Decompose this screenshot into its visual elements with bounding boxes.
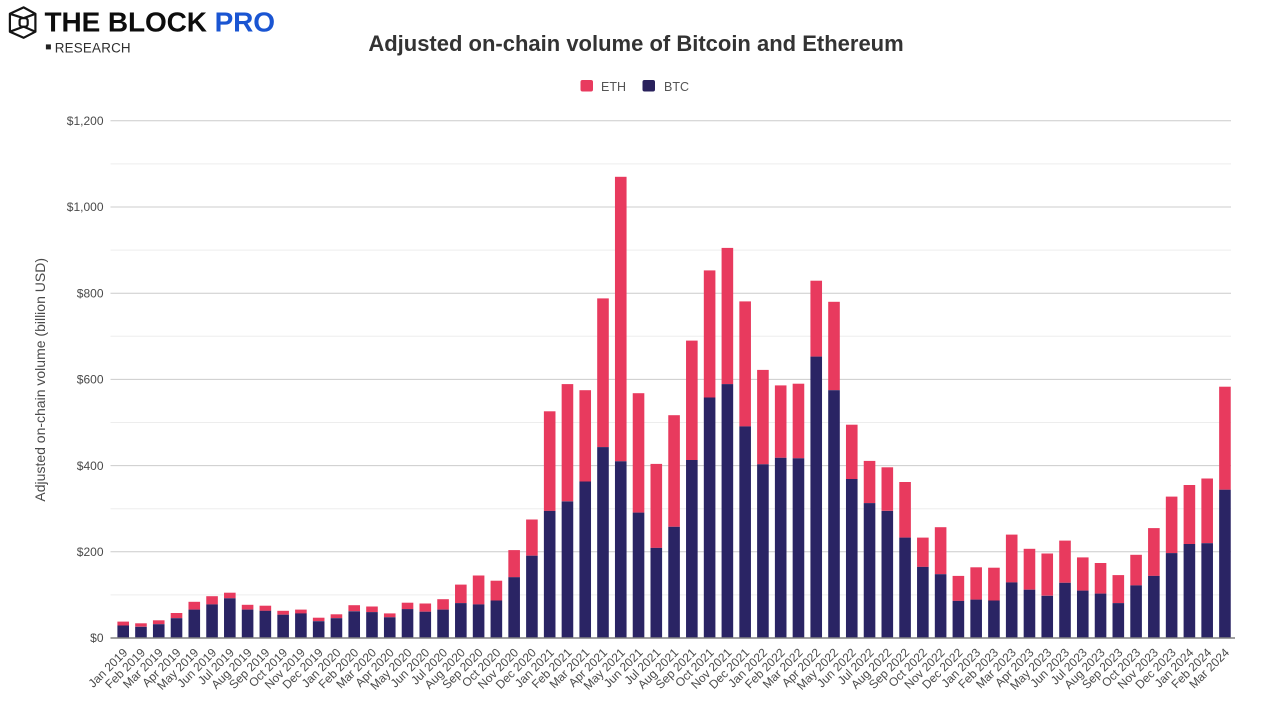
svg-text:$1,000: $1,000	[67, 200, 104, 214]
svg-text:$400: $400	[77, 459, 104, 473]
svg-text:Adjusted on-chain volume (bill: Adjusted on-chain volume (billion USD)	[32, 258, 48, 502]
svg-text:$200: $200	[77, 545, 104, 559]
svg-text:$0: $0	[90, 631, 104, 645]
svg-text:ETH: ETH	[601, 80, 626, 94]
svg-text:$600: $600	[77, 373, 104, 387]
svg-text:$1,200: $1,200	[67, 114, 104, 128]
svg-text:RESEARCH: RESEARCH	[55, 40, 131, 55]
svg-text:THE BLOCK PRO: THE BLOCK PRO	[45, 7, 276, 38]
svg-text:$800: $800	[77, 286, 104, 300]
svg-text:Adjusted on-chain volume of Bi: Adjusted on-chain volume of Bitcoin and …	[368, 31, 903, 56]
svg-text:BTC: BTC	[664, 80, 689, 94]
